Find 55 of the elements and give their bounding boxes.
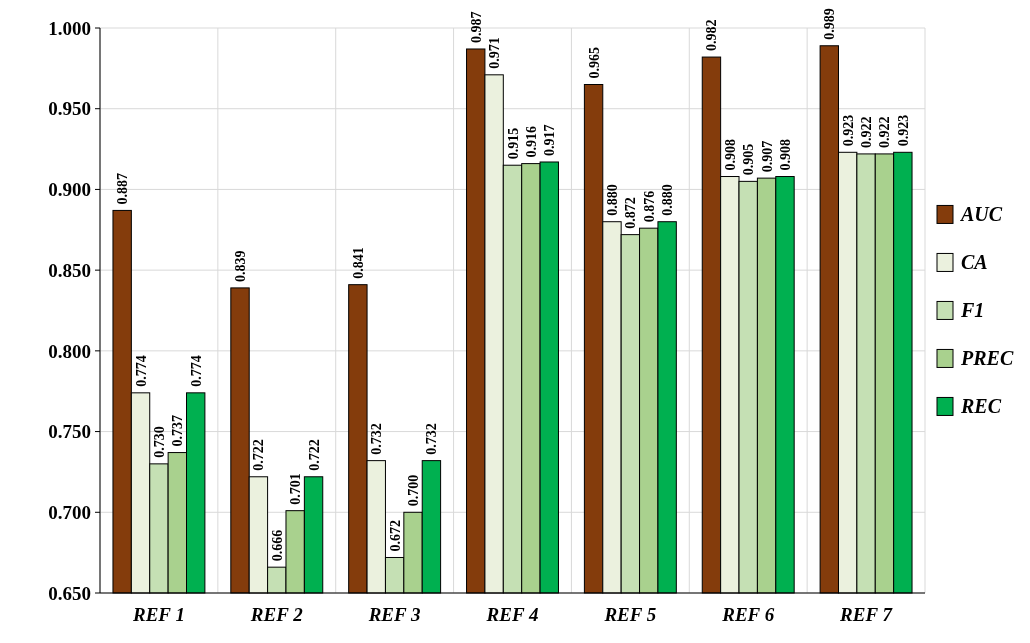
data-label: 0.880 [660,184,676,216]
data-label: 0.722 [306,439,322,471]
data-label: 0.841 [350,247,366,279]
y-tick-label: 0.800 [48,340,91,362]
data-label: 0.922 [859,116,875,148]
x-tick-label: REF 2 [249,604,304,625]
data-label: 0.700 [406,474,422,507]
data-label: 0.701 [288,473,304,505]
data-label: 0.987 [468,11,484,43]
data-label: 0.905 [741,143,757,176]
data-label: 0.774 [188,355,204,387]
data-label: 0.887 [115,172,131,205]
y-tick-label: 0.900 [48,179,91,201]
y-tick-label: 0.950 [48,98,91,120]
data-label: 0.989 [822,8,838,40]
legend-label: AUC [959,203,1003,226]
data-label: 0.982 [704,19,720,52]
data-label: 0.907 [759,140,775,173]
data-label: 0.965 [586,47,602,79]
data-label: 0.876 [641,190,657,223]
x-tick-label: REF 7 [839,604,894,625]
data-label: 0.737 [170,415,186,447]
data-label: 0.666 [269,529,285,562]
x-tick-label: REF 5 [603,604,657,625]
data-label: 0.908 [722,139,738,171]
legend-label: F1 [960,299,985,322]
legend-label: PREC [960,347,1014,370]
legend-label: CA [961,251,988,274]
data-label: 0.872 [623,197,639,229]
y-tick-label: 1.000 [48,17,91,39]
data-label: 0.774 [133,355,149,387]
y-tick-label: 0.650 [48,582,91,604]
data-label: 0.730 [151,426,167,458]
x-tick-label: REF 6 [721,604,775,625]
data-label: 0.672 [387,519,403,552]
data-label: 0.839 [233,250,249,282]
data-label: 0.908 [777,139,793,171]
y-tick-label: 0.750 [48,421,91,443]
data-label: 0.923 [840,114,856,147]
legend-label: REC [960,395,1002,418]
data-label: 0.915 [505,127,521,160]
data-label: 0.917 [542,124,558,156]
data-label: 0.923 [895,114,911,147]
data-label: 0.922 [877,116,893,148]
data-label: 0.732 [369,423,385,455]
y-tick-label: 0.700 [48,501,91,523]
x-tick-label: REF 1 [131,604,185,625]
data-label: 0.732 [424,423,440,455]
data-label: 0.722 [251,439,267,471]
data-label: 0.880 [604,184,620,216]
x-tick-label: REF 3 [367,604,421,625]
x-tick-label: REF 4 [485,604,539,625]
data-label: 0.971 [487,37,503,69]
data-label: 0.916 [523,126,539,158]
y-tick-label: 0.850 [48,259,91,281]
